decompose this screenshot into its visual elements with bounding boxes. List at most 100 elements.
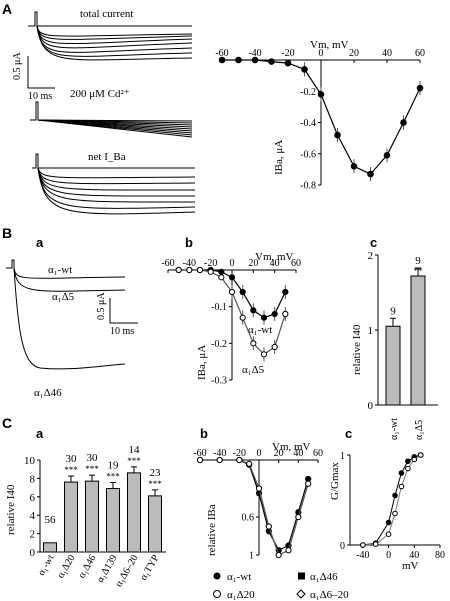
y-tick-label: 0 <box>30 547 36 559</box>
legend-label-d46: α₁Δ46 <box>310 571 338 583</box>
data-point <box>239 314 246 321</box>
bar-n-label: 56 <box>45 514 57 526</box>
x-tick-label: α₁-wt <box>36 553 57 578</box>
legend-marker-wt <box>213 572 221 580</box>
x-tick-label: α₁TYP <box>138 553 162 583</box>
trace-line <box>36 25 193 37</box>
y-tick-label: 6 <box>30 492 36 504</box>
y-tick-label: 10 <box>24 455 36 467</box>
data-point <box>295 513 302 521</box>
data-point <box>218 56 226 64</box>
x-axis-label: Vm, mV <box>272 441 311 453</box>
y-axis-label: IBa, μA <box>273 140 285 175</box>
x-tick-label: 0 <box>257 448 262 459</box>
trace-line <box>37 167 196 203</box>
bar-n-label: 30 <box>87 452 99 464</box>
x-tick-label: α₁Δ5 <box>414 420 425 440</box>
bar-significance: *** <box>127 456 141 466</box>
panel-label-Bc: c <box>370 235 377 250</box>
y-tick-label: 4 <box>30 510 36 522</box>
trace-line <box>37 167 196 185</box>
bar <box>385 325 401 406</box>
data-point <box>367 170 374 178</box>
data-point <box>246 460 253 467</box>
x-tick-label: 0 <box>386 550 391 561</box>
trace-label-d5: α₁Δ5 <box>52 291 75 303</box>
data-point <box>218 274 225 281</box>
x-axis-label: Vm, mV <box>255 251 294 263</box>
data-point <box>260 351 268 358</box>
legend-label-wt: α₁-wt <box>227 571 251 583</box>
curve-label-wt: α₁-wt <box>248 324 272 336</box>
y-tick-label: 0.6 <box>242 513 255 524</box>
y-axis-label: G/Gmax <box>329 462 341 500</box>
data-point <box>398 470 405 476</box>
bar-n-label: 9 <box>390 305 396 317</box>
bar <box>127 472 141 553</box>
data-point <box>400 119 407 126</box>
x-tick-label: 20 <box>248 258 258 269</box>
x-tick-label: -40 <box>183 258 196 269</box>
data-point <box>417 452 424 458</box>
trace-label-net: net I_Ba <box>88 151 126 163</box>
scale-bar-A <box>27 56 55 89</box>
trace-group-B <box>6 259 126 370</box>
data-point <box>392 492 398 499</box>
x-axis-label: Vm, mV <box>310 39 349 51</box>
data-point <box>282 288 289 296</box>
y-axis-label: relative IBa <box>206 504 218 556</box>
x-tick-label: -20 <box>204 258 217 269</box>
data-point <box>235 56 242 64</box>
trace-group-cd <box>30 101 193 138</box>
data-point <box>271 310 278 318</box>
y-tick-label: -0.2 <box>211 339 227 350</box>
series-line <box>200 459 309 556</box>
bar-significance: *** <box>148 479 162 489</box>
data-point <box>350 162 358 170</box>
x-tick-label: -20 <box>281 48 294 59</box>
bar-n-label: 23 <box>150 467 162 479</box>
x-tick-label: 40 <box>270 258 280 269</box>
legend-label-d20: α₁Δ20 <box>227 589 255 601</box>
panel-label-C: C <box>2 415 12 431</box>
panel-label-B: B <box>2 225 12 241</box>
data-point <box>334 131 341 139</box>
data-point <box>196 456 204 464</box>
trace-line <box>36 25 193 61</box>
bar <box>64 481 78 553</box>
data-point <box>265 523 272 530</box>
x-tick-label: 60 <box>291 258 301 269</box>
x-tick-label: -40 <box>248 48 261 59</box>
y-tick-label: 2 <box>368 250 374 262</box>
panel-label-A: A <box>2 1 12 17</box>
x-tick-label: α₁-wt <box>389 418 400 440</box>
data-point <box>196 266 204 274</box>
data-point <box>398 483 405 490</box>
data-point <box>317 91 325 98</box>
legend-marker-d20 <box>213 590 221 598</box>
data-point <box>385 531 392 538</box>
x-tick-label: 60 <box>313 448 323 459</box>
panel-label-Ba: a <box>36 235 44 250</box>
bar <box>148 495 162 553</box>
y-tick-label: 1 <box>249 551 254 562</box>
panel-label-Cb: b <box>200 426 208 441</box>
legend-label-d6-20: α₁Δ6–20 <box>310 589 349 601</box>
y-tick-label: -0.2 <box>300 87 316 98</box>
trace-line <box>6 259 126 279</box>
data-point <box>268 58 275 65</box>
series-line <box>362 454 421 546</box>
y-tick-label: -0.3 <box>211 376 227 387</box>
bar-significance: ** <box>414 266 424 276</box>
data-point <box>392 510 398 517</box>
trace-line <box>37 119 193 138</box>
x-tick-label: -40 <box>213 448 226 459</box>
data-point <box>411 456 418 463</box>
data-point <box>175 266 182 274</box>
x-tick-label: 0 <box>230 258 235 269</box>
y-tick-label: -0.8 <box>300 181 316 192</box>
trace-line <box>13 267 126 292</box>
data-point <box>218 268 225 275</box>
scale-bar-A-y-label: 0.5 μA <box>12 52 23 80</box>
